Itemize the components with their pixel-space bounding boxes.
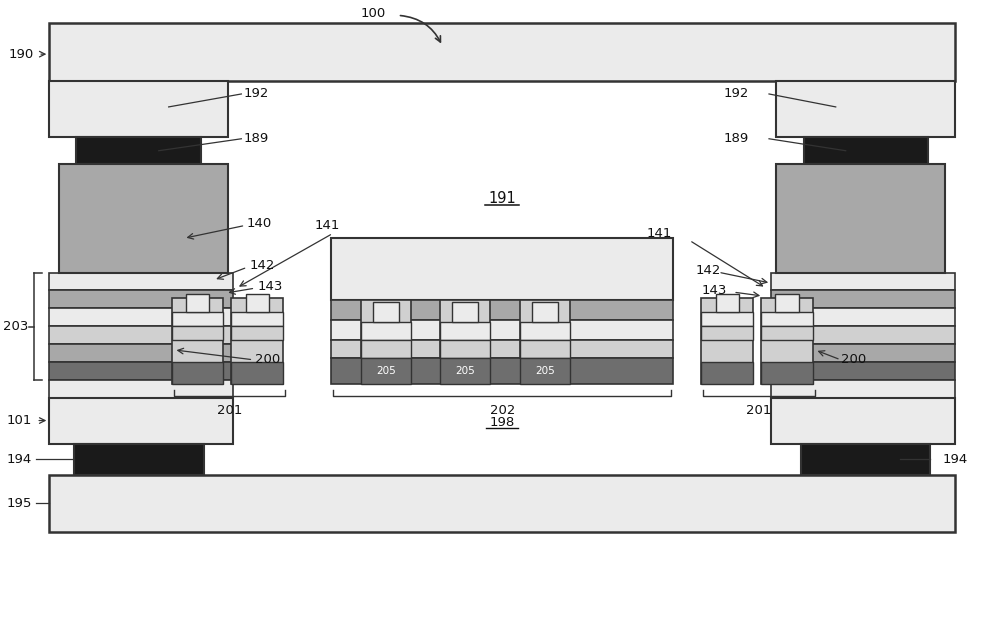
- Text: 194: 194: [942, 453, 968, 466]
- Bar: [520, 340, 570, 358]
- Bar: [771, 398, 955, 445]
- Text: 203: 203: [3, 320, 28, 333]
- Bar: [801, 445, 930, 475]
- Bar: [520, 300, 570, 358]
- Bar: [49, 380, 233, 398]
- Bar: [701, 312, 753, 326]
- Bar: [331, 300, 673, 320]
- Bar: [771, 344, 955, 362]
- Bar: [761, 326, 813, 340]
- Text: 198: 198: [490, 416, 515, 429]
- Text: 202: 202: [490, 404, 515, 416]
- Text: 201: 201: [217, 404, 242, 416]
- Bar: [440, 358, 490, 384]
- Bar: [76, 137, 201, 164]
- Text: 205: 205: [455, 365, 475, 376]
- Text: 195: 195: [7, 497, 32, 510]
- Bar: [771, 326, 955, 344]
- Text: 201: 201: [746, 404, 772, 416]
- Text: 143: 143: [257, 279, 283, 293]
- Bar: [771, 308, 955, 326]
- Bar: [452, 302, 478, 322]
- Bar: [246, 294, 269, 312]
- Bar: [231, 312, 283, 326]
- Bar: [49, 23, 955, 81]
- Text: 194: 194: [7, 453, 32, 466]
- Bar: [74, 445, 204, 475]
- Bar: [804, 137, 928, 164]
- Bar: [771, 290, 955, 308]
- Bar: [771, 362, 955, 380]
- Bar: [701, 298, 753, 384]
- Bar: [776, 81, 955, 137]
- Bar: [361, 300, 411, 358]
- Bar: [172, 312, 223, 326]
- Text: 142: 142: [249, 259, 275, 272]
- Bar: [172, 326, 223, 340]
- Bar: [172, 362, 223, 384]
- Text: 205: 205: [535, 365, 555, 376]
- Bar: [331, 358, 673, 384]
- Text: 142: 142: [695, 264, 721, 277]
- Bar: [231, 298, 283, 384]
- Bar: [49, 290, 233, 308]
- Bar: [231, 362, 283, 384]
- Bar: [532, 302, 558, 322]
- Bar: [49, 344, 233, 362]
- Bar: [361, 322, 411, 340]
- Bar: [331, 239, 673, 300]
- Text: 192: 192: [243, 87, 269, 100]
- Bar: [59, 164, 228, 273]
- Bar: [331, 340, 673, 358]
- Bar: [361, 358, 411, 384]
- Bar: [331, 320, 673, 340]
- Bar: [776, 164, 945, 273]
- Text: 190: 190: [9, 48, 34, 61]
- Bar: [49, 81, 228, 137]
- Text: 200: 200: [841, 354, 866, 366]
- Text: 141: 141: [315, 219, 340, 232]
- Text: 101: 101: [7, 414, 32, 427]
- Bar: [701, 362, 753, 384]
- Bar: [49, 362, 233, 380]
- Text: 141: 141: [647, 227, 672, 240]
- Bar: [49, 308, 233, 326]
- Bar: [49, 326, 233, 344]
- Text: 189: 189: [724, 133, 749, 145]
- Text: 189: 189: [243, 133, 269, 145]
- Bar: [440, 300, 490, 358]
- Bar: [231, 326, 283, 340]
- Bar: [520, 322, 570, 340]
- Text: 100: 100: [360, 7, 385, 20]
- Bar: [49, 398, 233, 445]
- Bar: [172, 298, 223, 384]
- Bar: [49, 273, 233, 290]
- Bar: [49, 475, 955, 532]
- Text: 205: 205: [376, 365, 396, 376]
- Bar: [771, 273, 955, 290]
- Bar: [361, 340, 411, 358]
- Bar: [440, 340, 490, 358]
- Bar: [775, 294, 799, 312]
- Text: 192: 192: [724, 87, 749, 100]
- Text: 200: 200: [255, 354, 281, 366]
- Bar: [761, 298, 813, 384]
- Text: 140: 140: [246, 217, 272, 230]
- Text: 143: 143: [701, 284, 727, 296]
- Bar: [373, 302, 399, 322]
- Bar: [440, 322, 490, 340]
- Bar: [186, 294, 209, 312]
- Bar: [716, 294, 739, 312]
- Bar: [520, 358, 570, 384]
- Text: 191: 191: [488, 191, 516, 206]
- Bar: [761, 362, 813, 384]
- Bar: [761, 312, 813, 326]
- Bar: [771, 380, 955, 398]
- Bar: [701, 326, 753, 340]
